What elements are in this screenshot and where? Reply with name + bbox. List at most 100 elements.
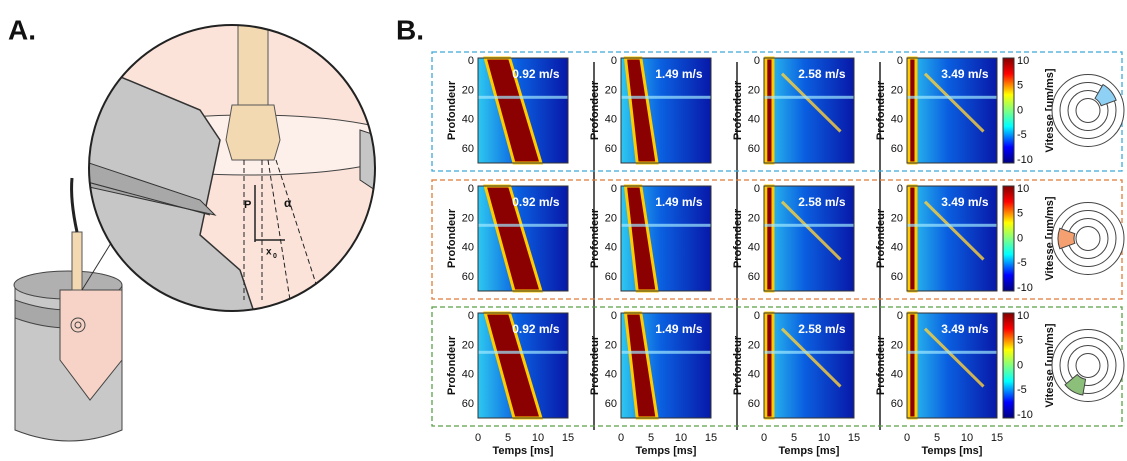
panel-b: Profondeur 0.92 m/s 0 20 40 60 Profondeur 1.49 … — [431, 51, 1125, 457]
heatmap-frame — [620, 312, 712, 419]
time-tick: 15 — [705, 432, 717, 444]
heatmap-frame — [906, 185, 998, 292]
speed-label: 0.92 m/s — [512, 195, 560, 209]
y-axis-label: Profondeur — [446, 80, 458, 140]
depth-tick: 60 — [748, 398, 760, 410]
depth-tick: 40 — [748, 114, 760, 126]
heatmap — [907, 186, 997, 291]
colorbar-tick: 10 — [1017, 183, 1029, 195]
depth-tick: 20 — [605, 212, 617, 224]
depth-tick: 20 — [748, 84, 760, 96]
label-x0-subscript: 0 — [273, 253, 277, 260]
time-tick: 0 — [761, 432, 767, 444]
panel-label: B. — [396, 14, 424, 45]
depth-tick: 20 — [891, 212, 903, 224]
y-axis-label: Profondeur — [875, 80, 887, 140]
depth-tick: 60 — [748, 271, 760, 283]
depth-tick: 40 — [891, 369, 903, 381]
time-tick: 5 — [505, 432, 511, 444]
depth-tick: 40 — [605, 369, 617, 381]
depth-tick: 20 — [891, 339, 903, 351]
colorbar — [1002, 185, 1015, 292]
location-wedge — [1064, 373, 1087, 396]
colorbar-tick: 0 — [1017, 104, 1023, 116]
colorbar — [1002, 57, 1015, 164]
heatmap-band — [907, 56, 918, 165]
time-tick: 5 — [934, 432, 940, 444]
heatmap-stripe — [907, 350, 997, 354]
heatmap-stripe — [907, 95, 997, 99]
time-tick: 15 — [991, 432, 1003, 444]
time-tick: 15 — [562, 432, 574, 444]
colorbar-tick: 10 — [1017, 310, 1029, 322]
speed-label: 2.58 m/s — [798, 195, 846, 209]
depth-tick: 0 — [897, 183, 903, 195]
location-wedge — [1057, 227, 1076, 250]
heatmap-frame — [906, 57, 998, 164]
y-axis-label: Profondeur — [732, 335, 744, 395]
heatmap-frame — [763, 57, 855, 164]
depth-tick: 0 — [468, 183, 474, 195]
depth-tick: 0 — [897, 310, 903, 322]
heatmap-stripe — [621, 95, 711, 99]
speed-label: 0.92 m/s — [512, 67, 560, 81]
depth-tick: 40 — [891, 114, 903, 126]
heatmap-frame — [477, 57, 569, 164]
depth-tick: 60 — [605, 271, 617, 283]
depth-tick: 20 — [605, 339, 617, 351]
heatmap — [907, 58, 997, 163]
depth-tick: 20 — [891, 84, 903, 96]
speed-label: 3.49 m/s — [941, 67, 989, 81]
x-axis-label: Temps [ms] — [922, 445, 983, 457]
speed-label: 0.92 m/s — [512, 322, 560, 336]
colorbar-tick: -5 — [1017, 384, 1027, 396]
heatmap-stripe — [621, 350, 711, 354]
depth-tick: 20 — [748, 339, 760, 351]
depth-tick: 0 — [611, 183, 617, 195]
depth-tick: 40 — [605, 242, 617, 254]
time-tick: 0 — [475, 432, 481, 444]
depth-tick: 60 — [891, 398, 903, 410]
y-axis-label: Profondeur — [589, 335, 601, 395]
colorbar-tick: 5 — [1017, 335, 1023, 347]
depth-tick: 0 — [468, 55, 474, 67]
time-tick: 15 — [848, 432, 860, 444]
y-axis-label: Profondeur — [446, 335, 458, 395]
heatmap-frame — [620, 57, 712, 164]
x-axis-label: Temps [ms] — [779, 445, 840, 457]
colorbar-label: Vitesse [um/ms] — [1044, 68, 1056, 153]
colorbar — [1002, 312, 1015, 419]
colorbar-tick: 0 — [1017, 359, 1023, 371]
panel-label: A. — [8, 14, 36, 45]
depth-tick: 40 — [891, 242, 903, 254]
heatmap-frame — [906, 312, 998, 419]
y-axis-label: Profondeur — [446, 208, 458, 268]
heatmap-frame — [763, 185, 855, 292]
heatmap — [764, 186, 854, 291]
colorbar-tick: 0 — [1017, 232, 1023, 244]
depth-tick: 0 — [611, 55, 617, 67]
depth-tick: 40 — [605, 114, 617, 126]
depth-tick: 40 — [462, 242, 474, 254]
depth-tick: 20 — [605, 84, 617, 96]
x-axis-label: Temps [ms] — [493, 445, 554, 457]
location-ring — [1075, 98, 1101, 123]
x-axis-label: Temps [ms] — [636, 445, 697, 457]
heatmap-stripe — [478, 350, 568, 354]
label-p: P — [244, 199, 251, 211]
depth-tick: 60 — [605, 143, 617, 155]
heatmap-stripe — [478, 95, 568, 99]
depth-tick: 60 — [891, 271, 903, 283]
depth-tick: 0 — [611, 310, 617, 322]
y-axis-label: Profondeur — [732, 208, 744, 268]
heatmap-frame — [620, 185, 712, 292]
speed-label: 1.49 m/s — [655, 67, 703, 81]
depth-tick: 0 — [754, 310, 760, 322]
depth-tick: 20 — [462, 339, 474, 351]
time-tick: 5 — [791, 432, 797, 444]
bucket-illustration — [13, 177, 151, 442]
heatmap-stripe — [764, 350, 854, 354]
heatmap — [764, 58, 854, 163]
y-axis-label: Profondeur — [875, 208, 887, 268]
row-frame — [431, 179, 1123, 300]
